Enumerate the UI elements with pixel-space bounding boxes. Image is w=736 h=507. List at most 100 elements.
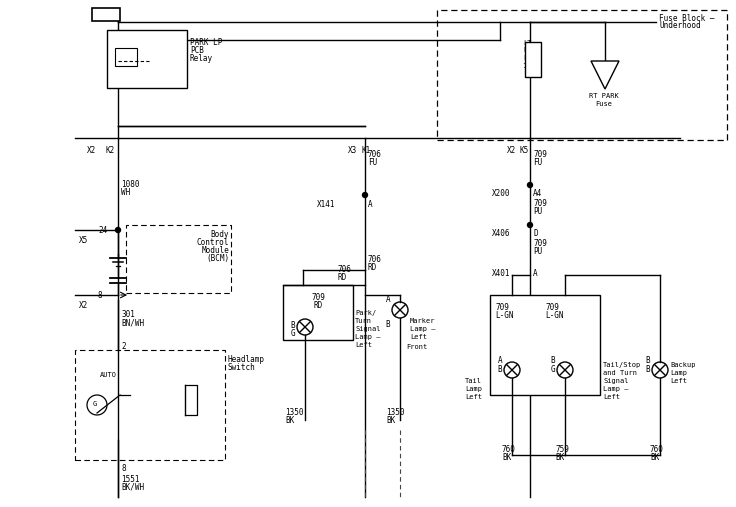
- Text: FU: FU: [533, 158, 542, 167]
- Text: Signal: Signal: [355, 326, 381, 332]
- Text: A4: A4: [533, 189, 542, 198]
- Text: WH: WH: [121, 188, 130, 197]
- Text: Left: Left: [465, 394, 482, 400]
- Text: 709: 709: [533, 199, 547, 208]
- Text: RD: RD: [314, 301, 322, 310]
- Text: B: B: [645, 365, 650, 374]
- Text: Body: Body: [210, 230, 229, 239]
- Text: Lamp –: Lamp –: [410, 326, 436, 332]
- Circle shape: [363, 193, 367, 198]
- Text: RT PARK: RT PARK: [589, 93, 619, 99]
- Text: 24: 24: [98, 226, 107, 235]
- Text: Marker: Marker: [410, 318, 436, 324]
- Text: Park/: Park/: [355, 310, 376, 316]
- Text: 706: 706: [368, 150, 382, 159]
- Bar: [92, 8, 120, 21]
- Text: 2: 2: [121, 342, 126, 351]
- Text: Lamp: Lamp: [465, 386, 482, 392]
- Text: B: B: [386, 320, 390, 329]
- Circle shape: [528, 223, 533, 228]
- Text: G: G: [551, 365, 555, 374]
- Text: Lamp –: Lamp –: [603, 386, 629, 392]
- Text: Left: Left: [670, 378, 687, 384]
- Text: PARK: PARK: [523, 47, 540, 53]
- Text: 706: 706: [368, 255, 382, 264]
- Text: X406: X406: [492, 229, 511, 238]
- Text: BK: BK: [386, 416, 395, 425]
- Text: X141: X141: [316, 200, 335, 209]
- Text: 1350: 1350: [386, 408, 405, 417]
- Text: A: A: [498, 356, 502, 365]
- Text: 709: 709: [495, 303, 509, 312]
- Text: RD: RD: [338, 273, 347, 282]
- Text: Left: Left: [410, 334, 427, 340]
- Bar: [115, 48, 137, 66]
- Text: 1551: 1551: [121, 475, 140, 484]
- Text: LT: LT: [523, 40, 531, 46]
- Bar: [107, 30, 187, 88]
- Text: K1: K1: [362, 146, 371, 155]
- Text: AUTO: AUTO: [100, 372, 117, 378]
- Text: Left: Left: [603, 394, 620, 400]
- Text: G: G: [291, 329, 295, 338]
- Text: 709: 709: [533, 239, 547, 248]
- Text: X200: X200: [492, 189, 511, 198]
- Text: X2: X2: [79, 301, 88, 310]
- Text: X401: X401: [492, 269, 511, 278]
- Text: 10 A: 10 A: [523, 63, 540, 69]
- Text: D: D: [533, 229, 537, 238]
- Text: B: B: [645, 356, 650, 365]
- Text: 301: 301: [121, 310, 135, 319]
- Text: K5: K5: [520, 146, 529, 155]
- Text: Turn: Turn: [355, 318, 372, 324]
- Text: 8: 8: [121, 464, 126, 473]
- Text: Fuse: Fuse: [595, 101, 612, 107]
- Text: Module: Module: [201, 246, 229, 255]
- Text: Relay: Relay: [190, 54, 213, 63]
- Text: PU: PU: [533, 207, 542, 216]
- Text: (BCM): (BCM): [206, 254, 229, 263]
- Polygon shape: [591, 61, 619, 89]
- Text: Tail: Tail: [465, 378, 482, 384]
- Text: RD: RD: [368, 263, 378, 272]
- Bar: [75, 350, 225, 460]
- Text: PCB: PCB: [190, 46, 204, 55]
- Circle shape: [528, 183, 533, 188]
- Text: B+: B+: [101, 11, 111, 19]
- Text: 709: 709: [545, 303, 559, 312]
- Text: 8: 8: [98, 291, 102, 300]
- Text: BK: BK: [285, 416, 294, 425]
- Text: X2: X2: [507, 146, 516, 155]
- Text: B: B: [291, 321, 295, 330]
- Text: G: G: [93, 401, 97, 407]
- Text: FU: FU: [368, 158, 378, 167]
- Text: PARK LP: PARK LP: [190, 38, 222, 47]
- Text: X3: X3: [348, 146, 357, 155]
- Text: Front: Front: [406, 344, 428, 350]
- Bar: [126, 225, 231, 293]
- Text: A: A: [368, 200, 372, 209]
- Text: 709: 709: [311, 293, 325, 302]
- Text: Lamp –: Lamp –: [355, 334, 381, 340]
- Text: BK: BK: [555, 453, 565, 462]
- Text: 1350: 1350: [285, 408, 303, 417]
- Text: Fuse Block –: Fuse Block –: [659, 14, 715, 23]
- Text: Control: Control: [197, 238, 229, 247]
- Text: B: B: [498, 365, 502, 374]
- Text: A: A: [533, 269, 537, 278]
- Bar: [490, 295, 600, 395]
- Bar: [525, 42, 541, 77]
- Bar: [437, 10, 727, 140]
- Text: 706: 706: [338, 265, 352, 274]
- Text: Left: Left: [355, 342, 372, 348]
- Text: and Turn: and Turn: [603, 370, 637, 376]
- Circle shape: [116, 228, 121, 233]
- Text: X5: X5: [79, 236, 88, 245]
- Text: X2: X2: [87, 146, 96, 155]
- Text: Underhood: Underhood: [659, 21, 701, 30]
- Text: Headlamp: Headlamp: [228, 355, 265, 364]
- Text: Lamp: Lamp: [670, 370, 687, 376]
- Text: B: B: [551, 356, 555, 365]
- Text: K2: K2: [105, 146, 114, 155]
- Text: BK/WH: BK/WH: [121, 483, 144, 492]
